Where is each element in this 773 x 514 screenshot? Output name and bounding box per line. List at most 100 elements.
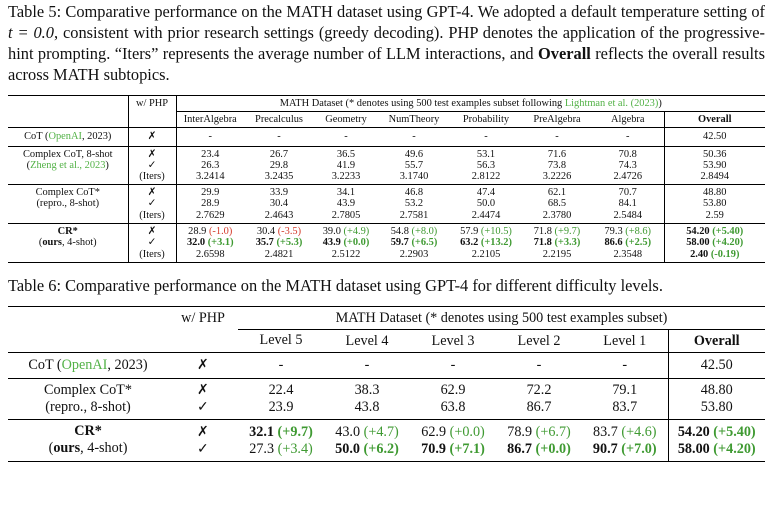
cr-value: 35.7 xyxy=(255,237,274,249)
table5-cell: - xyxy=(176,127,244,147)
table5-cot-year: , 2023) xyxy=(81,131,112,143)
cr-delta: (-0.19) xyxy=(708,248,740,260)
table5-cr-label: CR* (ours, 4-shot) xyxy=(8,222,129,264)
table5-repro-line1: Complex CoT* xyxy=(35,187,100,199)
php-mark: ✓ xyxy=(197,399,209,416)
table6-header-method xyxy=(8,306,168,353)
table5-cell: 29.9 28.9 2.7629 xyxy=(176,184,244,224)
php-mark: ✗ xyxy=(197,382,209,399)
cr-value-line: 58.00 (+4.20) xyxy=(669,441,766,458)
v: 22.4 xyxy=(268,382,294,399)
table6-col-level1: Level 1 xyxy=(582,329,669,353)
v: 53.90 xyxy=(703,159,727,171)
cr-delta: (+7.0) xyxy=(617,440,657,457)
php-mark: (Iters) xyxy=(139,248,165,260)
v: 79.1 xyxy=(612,382,638,399)
table6-cell: 83.7 (+4.6) 90.7 (+7.0) xyxy=(582,419,669,463)
table5-cell: 50.36 53.90 2.8494 xyxy=(664,145,765,185)
table5-cr-line1: CR* xyxy=(57,225,78,237)
v: 2.7629 xyxy=(195,209,225,221)
cr-delta: (+0.0) xyxy=(340,237,370,249)
v: 36.5 xyxy=(336,148,356,160)
paren: ( xyxy=(38,236,43,248)
v: 72.2 xyxy=(526,382,552,399)
php-mark: ✗ xyxy=(147,148,157,160)
table5-col-geometry: Geometry xyxy=(314,111,378,128)
cr-delta: (+4.9) xyxy=(340,226,370,238)
table6-cell: - xyxy=(496,352,582,379)
php-mark: ✗ xyxy=(197,423,209,440)
cr-value-line: 27.3 (+3.4) xyxy=(238,441,324,458)
table5-cr-line2: (ours, 4-shot) xyxy=(8,237,128,248)
cr-delta: (+4.20) xyxy=(709,440,756,457)
table6-cell: 54.20 (+5.40) 58.00 (+4.20) xyxy=(668,419,766,463)
v: 43.9 xyxy=(336,198,356,210)
table6-caption: Table 6: Comparative performance on the … xyxy=(8,276,663,296)
cr-delta: (+4.20) xyxy=(709,237,744,249)
cr-value: 2.4821 xyxy=(264,248,294,260)
table5-cell: 34.1 43.9 2.7805 xyxy=(314,184,378,224)
table6-cr-line2: (ours, 4-shot) xyxy=(8,440,168,457)
table5-cell: 71.8 (+9.7) 71.8 (+3.3) 2.2195 xyxy=(522,222,592,264)
v: 2.7581 xyxy=(399,209,429,221)
table6-cr-php: ✗ ✓ xyxy=(168,419,238,463)
table6-cell: 78.9 (+6.7) 86.7 (+0.0) xyxy=(496,419,582,463)
cr-value: 39.0 xyxy=(322,226,341,238)
cr-delta: (+0.0) xyxy=(446,423,485,440)
cr-delta: (-3.5) xyxy=(275,226,302,238)
cr-delta: (+7.1) xyxy=(446,440,485,457)
cr-value: 43.9 xyxy=(322,237,341,249)
table5-dataset-label: MATH Dataset (* denotes using 500 test e… xyxy=(279,98,565,109)
table5-cell: 33.9 30.4 2.4643 xyxy=(244,184,314,224)
table5-complex-cite: Zheng et al., 2023 xyxy=(30,159,106,171)
v: 53.80 xyxy=(703,198,727,210)
v: 73.8 xyxy=(547,159,567,171)
table5-col-numtheory: NumTheory xyxy=(378,111,450,128)
v: 33.9 xyxy=(269,187,289,199)
cr-delta: (+3.1) xyxy=(205,237,234,249)
table6-header-row: w/ PHP MATH Dataset (* denotes using 500… xyxy=(8,306,765,353)
v: 50.0 xyxy=(476,198,496,210)
v: 3.2435 xyxy=(264,170,294,182)
table5-cell: 79.3 (+8.6) 86.6 (+2.5) 2.3548 xyxy=(592,222,665,264)
table5-complex-label: Complex CoT, 8-shot (Zheng et al., 2023) xyxy=(8,145,129,185)
table5-cell: - xyxy=(314,127,378,147)
table6-cell: 72.2 86.7 xyxy=(496,378,582,420)
cr-value-line: 43.9 (+0.0) xyxy=(314,237,378,248)
cr-value: 70.9 xyxy=(421,440,446,457)
cr-value: 2.2105 xyxy=(471,248,501,260)
cr-value-line: 50.0 (+6.2) xyxy=(324,441,410,458)
shot: , 4-shot) xyxy=(61,236,97,248)
table5-cell: 28.9 (-1.0) 32.0 (+3.1) 2.6598 xyxy=(176,222,244,264)
cr-value: 27.3 xyxy=(249,440,275,457)
table5-header-method xyxy=(8,94,129,128)
table5-col-probability: Probability xyxy=(450,111,522,128)
table5-repro-label: Complex CoT* (repro., 8-shot) xyxy=(8,184,129,224)
table5-caption-math: t = 0.0 xyxy=(8,23,54,42)
table5-cell: 70.8 74.3 2.4726 xyxy=(592,145,665,185)
cr-delta: (+4.7) xyxy=(360,423,399,440)
table5-repro-line2: (repro., 8-shot) xyxy=(36,198,100,210)
cr-value: 32.0 xyxy=(186,237,206,249)
php-mark: (Iters) xyxy=(139,209,165,221)
table5-caption: Table 5: Comparative performance on the … xyxy=(0,0,773,85)
table5-col-prealgebra: PreAlgebra xyxy=(522,111,592,128)
table5-row-cot: CoT (OpenAI, 2023) ✗ - - - - - - - 42.50 xyxy=(8,127,765,147)
table5-column-row: InterAlgebra Precalculus Geometry NumThe… xyxy=(8,111,765,128)
table6-repro-label: Complex CoT* (repro., 8-shot) xyxy=(8,378,168,420)
spacer xyxy=(8,171,128,182)
table6-cell: 42.50 xyxy=(668,352,765,379)
table5: w/ PHP MATH Dataset (* denotes using 500… xyxy=(8,94,765,264)
v: 46.8 xyxy=(404,187,424,199)
v: 41.9 xyxy=(336,159,356,171)
v: 50.36 xyxy=(703,148,727,160)
cr-delta: (+3.4) xyxy=(274,440,313,457)
cr-value: 71.8 xyxy=(533,226,552,238)
table5-cell: - xyxy=(378,127,450,147)
table6: w/ PHP MATH Dataset (* denotes using 500… xyxy=(8,306,766,463)
cr-value: 32.1 xyxy=(249,423,274,440)
v: 3.2414 xyxy=(195,170,225,182)
table6-cr-label: CR* (ours, 4-shot) xyxy=(8,419,168,463)
table6-cell: 48.80 53.80 xyxy=(668,378,765,420)
v: 48.80 xyxy=(700,382,733,399)
